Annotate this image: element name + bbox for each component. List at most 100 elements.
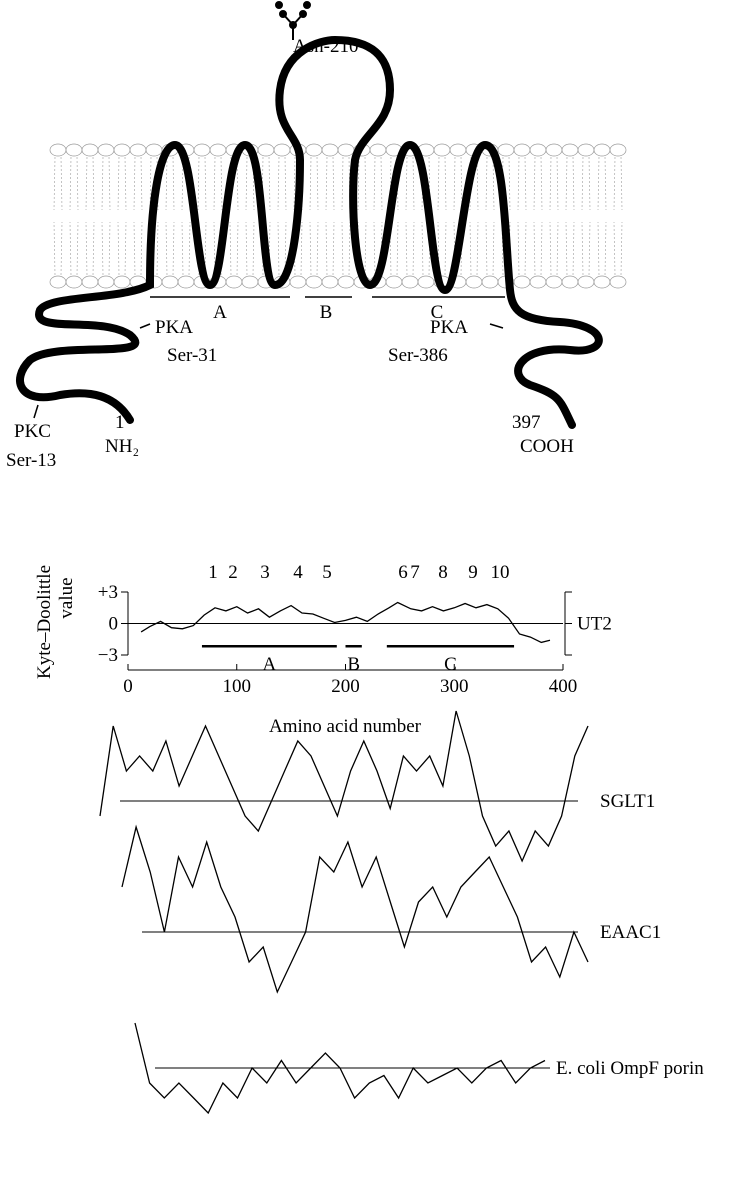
x-tick-label: 200 xyxy=(331,676,360,697)
domain-bars xyxy=(33,296,505,419)
site-label: Ser-386 xyxy=(388,345,448,366)
residue-label: 1 xyxy=(115,412,125,433)
series-label: E. coli OmpF porin xyxy=(556,1058,704,1079)
lipid-head xyxy=(561,143,579,157)
lipid-head xyxy=(241,275,259,289)
lipid-head xyxy=(97,275,115,289)
site-label: Ser-31 xyxy=(167,345,217,366)
lipid-head xyxy=(113,275,131,289)
x-tick-label: 300 xyxy=(440,676,469,697)
lipid-head xyxy=(577,143,595,157)
lipid-head xyxy=(81,275,99,289)
lipid-head xyxy=(385,275,403,289)
lipid-tail xyxy=(53,156,63,276)
y-axis-label: value xyxy=(56,577,77,618)
membrane xyxy=(49,143,627,289)
lipid-head xyxy=(593,275,611,289)
lipid-head xyxy=(49,275,67,289)
lipid-head xyxy=(129,143,147,157)
lipid-tail xyxy=(485,156,495,276)
lipid-head xyxy=(305,275,323,289)
y-tick-label: +3 xyxy=(98,582,118,603)
lipid-head xyxy=(465,275,483,289)
lipid-head xyxy=(321,275,339,289)
lipid-head xyxy=(257,143,275,157)
lipid-head xyxy=(289,275,307,289)
segment-label: C xyxy=(444,654,457,675)
domain-label: A xyxy=(213,302,227,323)
lipid-tail xyxy=(277,156,287,276)
series-label: EAAC1 xyxy=(600,922,661,943)
lipid-tail xyxy=(597,156,607,276)
hydropathy-line xyxy=(121,824,589,994)
segment-label: A xyxy=(263,654,277,675)
site-label: PKC xyxy=(14,421,51,442)
lipid-head xyxy=(529,143,547,157)
lipid-tail xyxy=(133,156,143,276)
lipid-head xyxy=(401,275,419,289)
terminus-label: COOH xyxy=(520,436,574,457)
lipid-head xyxy=(193,143,211,157)
lipid-tail xyxy=(165,156,175,276)
lipid-tail xyxy=(533,156,543,276)
peak-label: 10 xyxy=(491,562,510,583)
lipid-head xyxy=(113,143,131,157)
x-tick-label: 100 xyxy=(223,676,252,697)
segment-label: B xyxy=(347,654,360,675)
lipid-head xyxy=(449,143,467,157)
site-label: PKA xyxy=(155,317,193,338)
peak-label: 1 xyxy=(208,562,218,583)
lipid-head xyxy=(145,143,163,157)
lipid-head xyxy=(593,143,611,157)
hydropathy-line xyxy=(99,710,589,863)
lipid-tail xyxy=(85,156,95,276)
y-axis-label: Kyte–Doolittle xyxy=(34,565,55,679)
x-tick-label: 400 xyxy=(549,676,578,697)
terminus-label: NH₂ xyxy=(105,436,139,457)
lipid-head xyxy=(577,275,595,289)
lipid-tail xyxy=(117,156,127,276)
lipid-head xyxy=(609,275,627,289)
lipid-head xyxy=(609,143,627,157)
hydropathy-line xyxy=(134,1022,546,1115)
peak-label: 5 xyxy=(322,562,332,583)
lipid-head xyxy=(417,275,435,289)
lipid-tail xyxy=(517,156,527,276)
lipid-head xyxy=(81,143,99,157)
domain-label: B xyxy=(320,302,333,323)
lipid-tail xyxy=(613,156,623,276)
lipid-head xyxy=(337,143,355,157)
lipid-head xyxy=(49,143,67,157)
protein-chain xyxy=(16,35,603,429)
lipid-head xyxy=(209,143,227,157)
lipid-head xyxy=(177,275,195,289)
glycosylation-label: Asn-210 xyxy=(293,36,358,57)
peak-label: 2 xyxy=(228,562,238,583)
lipid-tail xyxy=(437,156,447,276)
peak-label: 8 xyxy=(438,562,448,583)
lipid-tail xyxy=(309,156,319,276)
lipid-head xyxy=(97,143,115,157)
lipid-tail xyxy=(581,156,591,276)
lipid-head xyxy=(305,143,323,157)
lipid-tail xyxy=(405,156,415,276)
site-label: PKA xyxy=(430,317,468,338)
lipid-head xyxy=(337,275,355,289)
series-label: UT2 xyxy=(577,614,612,635)
lipid-head xyxy=(161,275,179,289)
x-tick-label: 0 xyxy=(123,676,133,697)
x-axis-label: Amino acid number xyxy=(269,716,422,737)
lipid-head xyxy=(321,143,339,157)
peak-label: 6 xyxy=(398,562,408,583)
lipid-tail xyxy=(325,156,335,276)
y-tick-label: 0 xyxy=(109,614,119,635)
hydropathy-line xyxy=(140,601,551,644)
lipid-head xyxy=(369,143,387,157)
y-tick-label: −3 xyxy=(98,645,118,666)
residue-label: 397 xyxy=(512,412,541,433)
lipid-head xyxy=(65,143,83,157)
lipid-head xyxy=(529,275,547,289)
lipid-tail xyxy=(565,156,575,276)
